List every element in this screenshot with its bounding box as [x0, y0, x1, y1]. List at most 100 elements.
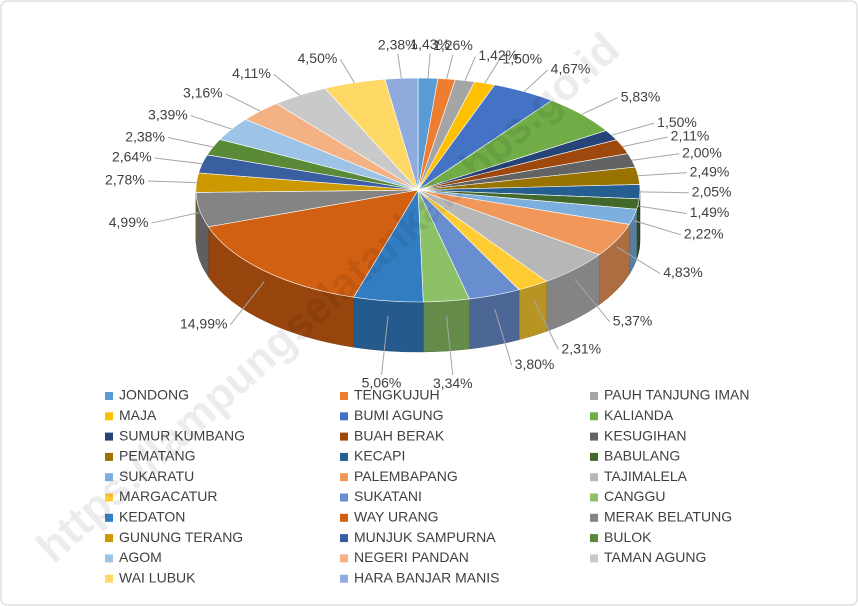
data-label: 4,50% — [298, 50, 338, 66]
leader-line — [574, 279, 611, 323]
legend-label: CANGGU — [604, 488, 665, 504]
legend-label: WAY URANG — [354, 509, 439, 525]
leader-line — [427, 53, 431, 79]
data-label: 1,26% — [433, 37, 473, 53]
legend-swatch — [590, 432, 598, 441]
legend-swatch — [105, 392, 113, 400]
leader-line — [167, 137, 214, 148]
data-label: 3,34% — [433, 375, 473, 391]
leader-line — [523, 69, 548, 93]
leader-line — [631, 153, 680, 161]
leader-line — [484, 59, 500, 84]
leader-line — [147, 180, 197, 184]
data-label: 14,99% — [180, 315, 227, 331]
leader-line — [446, 315, 454, 376]
data-label: 4,99% — [109, 214, 149, 230]
leader-line — [622, 136, 668, 148]
legend-swatch — [590, 534, 598, 543]
legend-swatch — [340, 452, 348, 461]
legend-label: KECAPI — [354, 448, 405, 464]
data-label: 2,31% — [561, 340, 601, 356]
data-label: 2,38% — [378, 36, 418, 52]
legend-swatch — [105, 412, 113, 421]
data-label: 2,22% — [684, 226, 724, 242]
slice — [207, 189, 419, 298]
legend-label: SUMUR KUMBANG — [119, 427, 245, 443]
legend-label: AGOM — [119, 549, 162, 565]
leader-line — [339, 58, 355, 83]
leader-line — [397, 53, 402, 79]
legend-swatch — [340, 574, 348, 583]
legend-label: HARA BANJAR MANIS — [354, 569, 499, 585]
data-label: 2,11% — [671, 128, 710, 144]
data-label: 5,37% — [613, 313, 653, 329]
leader-line — [633, 220, 682, 236]
legend-label: TENGKUJUH — [354, 387, 440, 403]
leader-line — [616, 246, 661, 274]
leader-line — [639, 191, 689, 194]
legend-swatch — [105, 473, 113, 482]
leader-line — [190, 115, 232, 130]
labels: 1,43%1,26%1,42%1,50%4,67%5,83%1,50%2,11%… — [105, 36, 731, 391]
data-label: 4,83% — [663, 264, 703, 280]
legend-label: BUMI AGUNG — [354, 407, 443, 423]
legend-label: TAJIMALELA — [604, 468, 688, 484]
legend-label: PALEMBAPANG — [354, 468, 458, 484]
legend-swatch — [340, 412, 348, 421]
leader-line — [532, 298, 559, 350]
legend-swatch — [340, 554, 348, 563]
legend-swatch — [590, 513, 598, 522]
data-label: 1,42% — [478, 47, 518, 63]
slice-side — [423, 298, 470, 353]
legend-label: WAI LUBUK — [119, 569, 196, 585]
legend-swatch — [105, 452, 113, 461]
legend-swatch — [105, 534, 113, 543]
data-label: 2,49% — [690, 163, 730, 179]
leader-line — [225, 93, 261, 112]
data-label: 4,11% — [232, 65, 271, 81]
leader-line — [638, 205, 687, 214]
legend-label: MAJA — [119, 407, 157, 423]
legend-label: TAMAN AGUNG — [604, 549, 706, 565]
slice-side — [353, 296, 424, 353]
legend-swatch — [340, 534, 348, 543]
legend-label: GUNUNG TERANG — [119, 529, 243, 545]
legend-label: PAUH TANJUNG IMAN — [604, 387, 749, 403]
legend-label: BUAH BERAK — [354, 427, 445, 443]
leader-line — [273, 73, 301, 96]
legend-swatch — [105, 574, 113, 583]
leader-line — [464, 56, 476, 81]
data-label: 2,64% — [112, 149, 152, 165]
legend-label: NEGERI PANDAN — [354, 549, 469, 565]
legend-swatch — [340, 432, 348, 441]
data-label: 2,38% — [125, 128, 165, 144]
legend-swatch — [105, 554, 113, 563]
legend-swatch — [590, 412, 598, 421]
legend-label: PEMATANG — [119, 448, 196, 464]
data-label: 1,50% — [502, 50, 542, 66]
legend-swatch — [105, 493, 113, 502]
legend-label: MARGACATUR — [119, 488, 218, 504]
data-label: 1,50% — [657, 114, 697, 130]
data-label: 3,80% — [515, 356, 555, 372]
legend-swatch — [340, 392, 348, 400]
leader-line — [151, 212, 200, 224]
legend-swatch — [340, 513, 348, 522]
legend-label: KESUGIHAN — [604, 427, 686, 443]
legend-swatch — [590, 554, 598, 563]
leader-line — [581, 97, 618, 115]
legend-swatch — [340, 473, 348, 482]
data-label: 3,39% — [148, 106, 188, 122]
leader-line — [154, 157, 203, 165]
slice-side — [518, 280, 547, 341]
legend-label: SUKATANI — [354, 488, 422, 504]
legend-swatch — [590, 493, 598, 502]
data-label: 5,06% — [362, 375, 402, 391]
legend-swatch — [105, 513, 113, 522]
data-label: 1,49% — [690, 204, 730, 220]
data-label: 3,16% — [183, 85, 223, 101]
legend-label: KEDATON — [119, 509, 185, 525]
legend-swatch — [590, 473, 598, 482]
slice-side — [469, 289, 520, 350]
